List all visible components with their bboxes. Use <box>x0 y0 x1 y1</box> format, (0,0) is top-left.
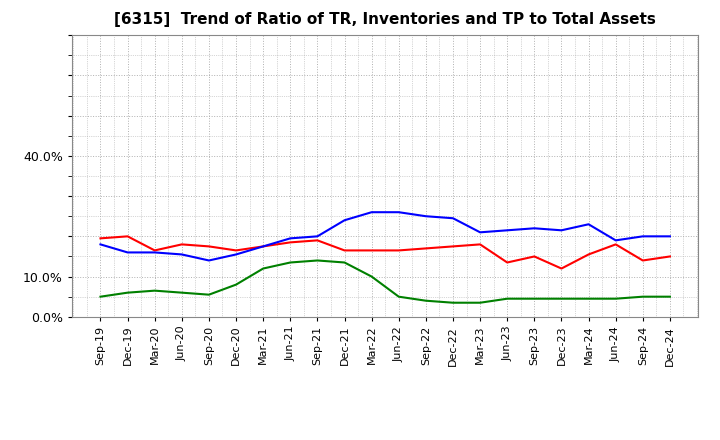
Trade Payables <box>395 294 403 299</box>
Inventories <box>367 209 376 215</box>
Inventories <box>421 213 430 219</box>
Trade Receivables <box>286 240 294 245</box>
Trade Payables <box>96 294 105 299</box>
Inventories <box>530 226 539 231</box>
Trade Payables <box>123 290 132 295</box>
Inventories <box>313 234 322 239</box>
Trade Receivables <box>259 244 268 249</box>
Trade Payables <box>341 260 349 265</box>
Trade Receivables <box>367 248 376 253</box>
Trade Payables <box>367 274 376 279</box>
Trade Payables <box>503 296 511 301</box>
Inventories <box>96 242 105 247</box>
Trade Payables <box>150 288 159 293</box>
Inventories <box>232 252 240 257</box>
Trade Payables <box>584 296 593 301</box>
Trade Receivables <box>123 234 132 239</box>
Trade Payables <box>421 298 430 303</box>
Inventories <box>178 252 186 257</box>
Trade Payables <box>232 282 240 287</box>
Inventories <box>639 234 647 239</box>
Trade Payables <box>204 292 213 297</box>
Inventories <box>150 250 159 255</box>
Trade Receivables <box>204 244 213 249</box>
Trade Payables <box>557 296 566 301</box>
Trade Receivables <box>611 242 620 247</box>
Inventories <box>341 218 349 223</box>
Trade Payables <box>639 294 647 299</box>
Trade Receivables <box>449 244 457 249</box>
Trade Receivables <box>232 248 240 253</box>
Trade Payables <box>476 300 485 305</box>
Trade Receivables <box>178 242 186 247</box>
Inventories <box>286 236 294 241</box>
Inventories <box>449 216 457 221</box>
Inventories <box>259 244 268 249</box>
Inventories <box>584 222 593 227</box>
Trade Payables <box>611 296 620 301</box>
Trade Payables <box>259 266 268 271</box>
Trade Receivables <box>557 266 566 271</box>
Trade Receivables <box>341 248 349 253</box>
Inventories <box>395 209 403 215</box>
Trade Receivables <box>639 258 647 263</box>
Trade Receivables <box>530 254 539 259</box>
Inventories <box>611 238 620 243</box>
Title: [6315]  Trend of Ratio of TR, Inventories and TP to Total Assets: [6315] Trend of Ratio of TR, Inventories… <box>114 12 656 27</box>
Inventories <box>503 227 511 233</box>
Trade Receivables <box>421 246 430 251</box>
Trade Payables <box>665 294 674 299</box>
Line: Trade Payables: Trade Payables <box>101 260 670 303</box>
Trade Receivables <box>395 248 403 253</box>
Inventories <box>665 234 674 239</box>
Inventories <box>476 230 485 235</box>
Trade Payables <box>313 258 322 263</box>
Trade Payables <box>286 260 294 265</box>
Trade Payables <box>530 296 539 301</box>
Inventories <box>204 258 213 263</box>
Inventories <box>557 227 566 233</box>
Trade Receivables <box>150 248 159 253</box>
Trade Receivables <box>313 238 322 243</box>
Inventories <box>123 250 132 255</box>
Trade Receivables <box>96 236 105 241</box>
Trade Receivables <box>503 260 511 265</box>
Line: Inventories: Inventories <box>101 212 670 260</box>
Trade Payables <box>178 290 186 295</box>
Trade Payables <box>449 300 457 305</box>
Trade Receivables <box>476 242 485 247</box>
Trade Receivables <box>584 252 593 257</box>
Trade Receivables <box>665 254 674 259</box>
Line: Trade Receivables: Trade Receivables <box>101 236 670 268</box>
